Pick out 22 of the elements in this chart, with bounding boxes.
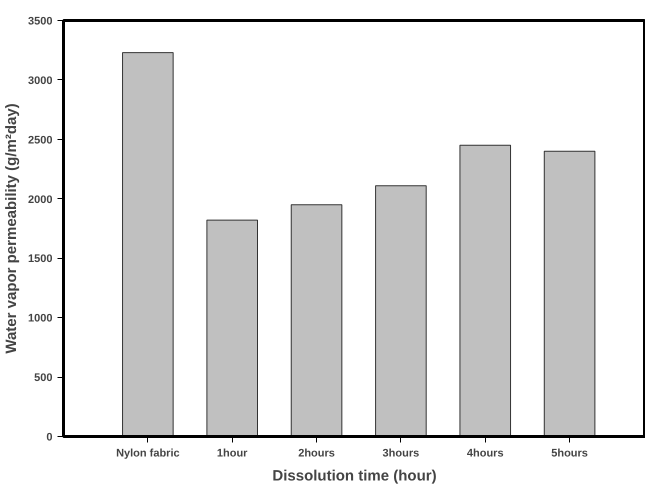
y-tick-label: 1500 [28, 253, 53, 266]
y-tick-label: 3500 [28, 16, 53, 28]
x-tick-label: 2hours [298, 448, 335, 460]
bar [122, 52, 174, 436]
x-axis-title: Dissolution time (hour) [272, 468, 437, 484]
y-tick-label: 500 [34, 372, 53, 384]
y-tick-label: 0 [46, 432, 53, 444]
x-tick-label: Nylon fabric [116, 448, 180, 460]
bar [290, 204, 342, 436]
x-tick-label: 1hour [216, 448, 248, 460]
x-tick-label: 5hours [551, 448, 588, 460]
bar [459, 144, 512, 436]
bar [375, 185, 427, 436]
bar [544, 150, 596, 436]
x-tick-label: 3hours [382, 448, 420, 460]
y-axis-title: Water vapor permeability (g/m²day) [3, 103, 20, 354]
x-tick-label: 4hours [466, 448, 504, 460]
y-tick-label: 3000 [28, 74, 53, 87]
bar [206, 220, 258, 436]
y-tick-label: 2000 [28, 194, 53, 206]
y-tick-label: 2500 [28, 134, 53, 146]
y-tick-label: 1000 [28, 312, 53, 325]
